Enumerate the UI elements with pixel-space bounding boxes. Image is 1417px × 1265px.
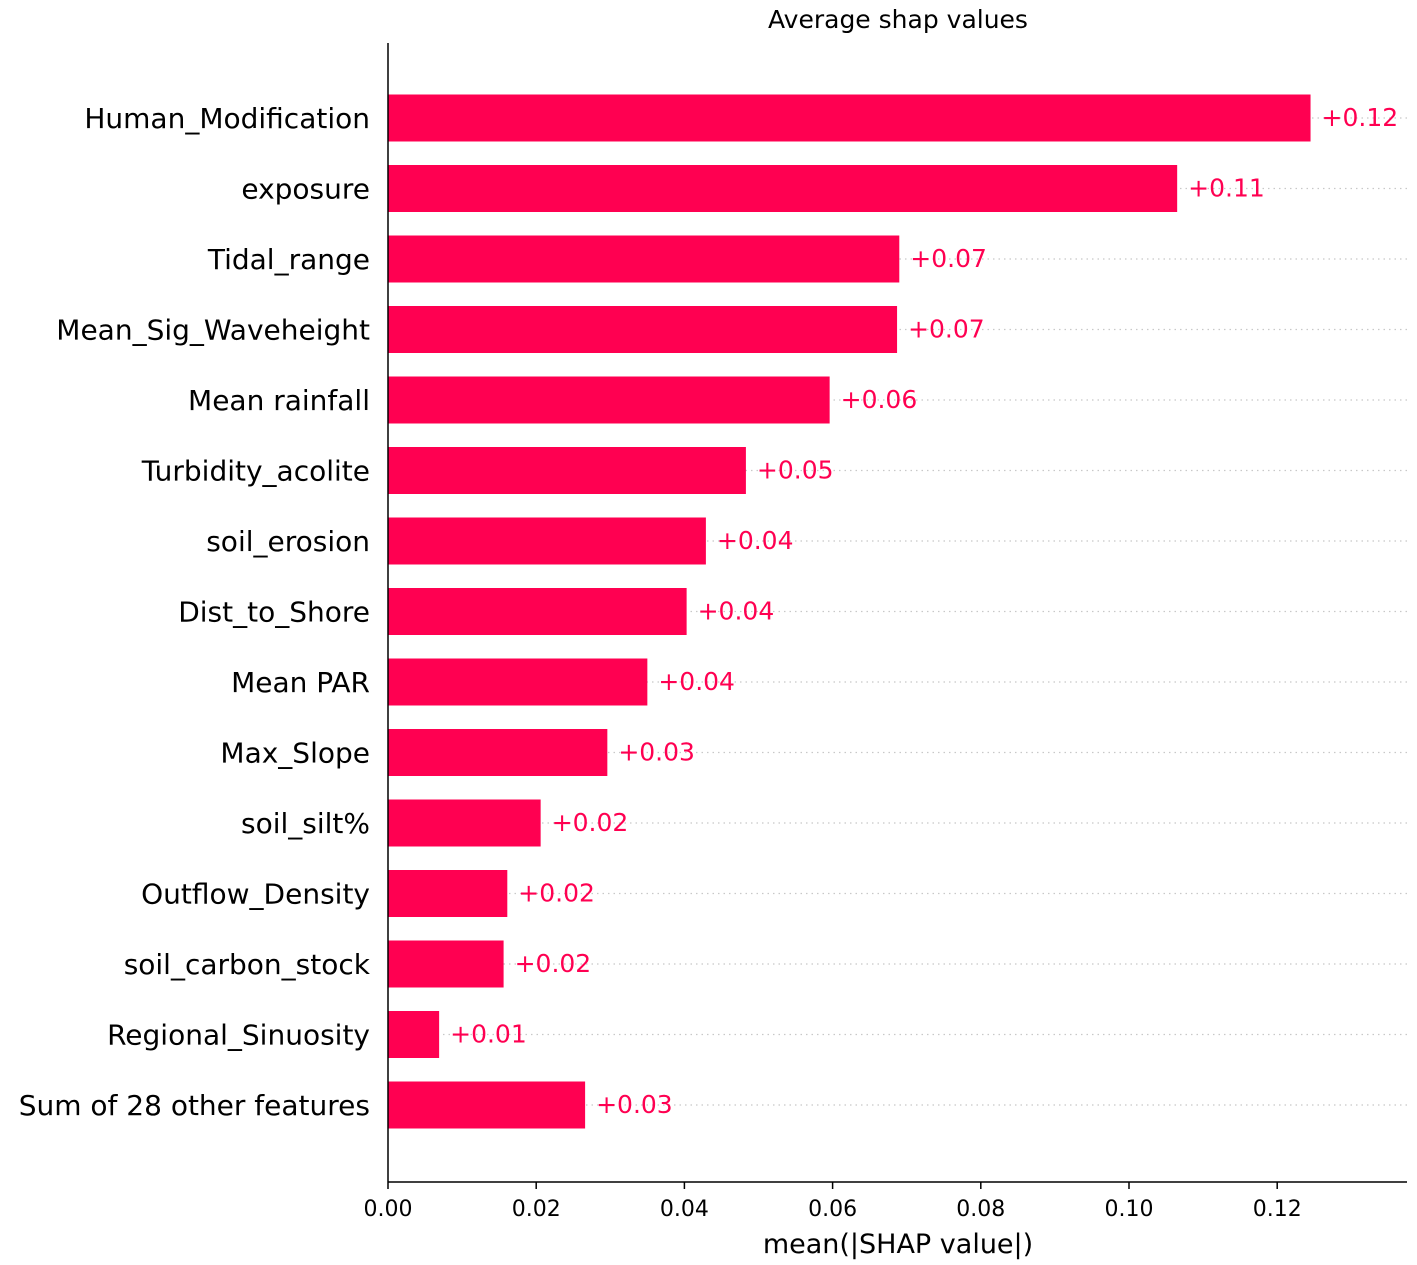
category-label: Turbidity_acolite xyxy=(141,455,370,488)
value-label: +0.12 xyxy=(1322,103,1399,132)
category-label: Sum of 28 other features xyxy=(19,1089,370,1122)
x-axis-title: mean(|SHAP value|) xyxy=(763,1229,1033,1260)
bar xyxy=(388,870,508,917)
bar xyxy=(388,165,1178,212)
value-label: +0.11 xyxy=(1188,174,1265,203)
bar xyxy=(388,588,687,635)
category-label: Human_Modification xyxy=(84,102,370,135)
value-label: +0.07 xyxy=(908,315,985,344)
bar xyxy=(388,447,746,494)
category-label: soil_erosion xyxy=(206,525,370,558)
value-label: +0.01 xyxy=(450,1020,527,1049)
value-label: +0.02 xyxy=(518,879,595,908)
value-label: +0.02 xyxy=(552,808,629,837)
bar xyxy=(388,658,648,706)
x-tick-label: 0.06 xyxy=(808,1197,857,1222)
x-tick-label: 0.10 xyxy=(1105,1197,1154,1222)
category-label: Mean_Sig_Waveheight xyxy=(56,314,370,347)
value-label: +0.03 xyxy=(596,1090,673,1119)
category-label: Regional_Sinuosity xyxy=(107,1019,370,1052)
value-label: +0.05 xyxy=(757,456,834,485)
category-label: exposure xyxy=(241,173,370,206)
x-tick-label: 0.02 xyxy=(512,1197,561,1222)
category-label: Mean PAR xyxy=(231,666,370,699)
value-label: +0.07 xyxy=(910,244,987,273)
x-tick-label: 0.08 xyxy=(956,1197,1005,1222)
category-label: Dist_to_Shore xyxy=(178,596,370,629)
chart-title: Average shap values xyxy=(768,5,1028,34)
bar xyxy=(388,517,706,565)
bar xyxy=(388,1081,586,1129)
category-label: Outflow_Density xyxy=(141,878,370,911)
bar xyxy=(388,235,900,283)
x-tick-label: 0.00 xyxy=(364,1197,413,1222)
value-label: +0.06 xyxy=(841,385,918,414)
category-label: soil_silt% xyxy=(241,807,370,840)
category-label: Mean rainfall xyxy=(188,384,370,417)
value-labels: +0.12 +0.11 +0.07 +0.07 +0.06 +0.05 +0.04 +0.04… xyxy=(450,103,1398,1119)
value-label: +0.02 xyxy=(515,949,592,978)
bar xyxy=(388,729,608,776)
x-tick-label: 0.04 xyxy=(660,1197,709,1222)
bars xyxy=(388,94,1311,1129)
x-ticks: 0.00 0.02 0.04 0.06 0.08 0.10 0.12 xyxy=(364,1182,1302,1222)
value-label: +0.04 xyxy=(717,526,794,555)
category-labels: Human_Modification exposure Tidal_range Mea… xyxy=(19,102,371,1122)
x-tick-label: 0.12 xyxy=(1253,1197,1302,1222)
category-label: Tidal_range xyxy=(207,243,370,276)
bar xyxy=(388,94,1311,142)
category-label: Max_Slope xyxy=(220,737,370,770)
category-label: soil_carbon_stock xyxy=(124,948,371,981)
value-label: +0.04 xyxy=(698,597,775,626)
bar xyxy=(388,306,898,353)
bar xyxy=(388,376,830,424)
value-label: +0.04 xyxy=(658,667,735,696)
value-label: +0.03 xyxy=(618,738,695,767)
bar xyxy=(388,1011,440,1058)
bar xyxy=(388,940,504,988)
bar xyxy=(388,799,541,847)
